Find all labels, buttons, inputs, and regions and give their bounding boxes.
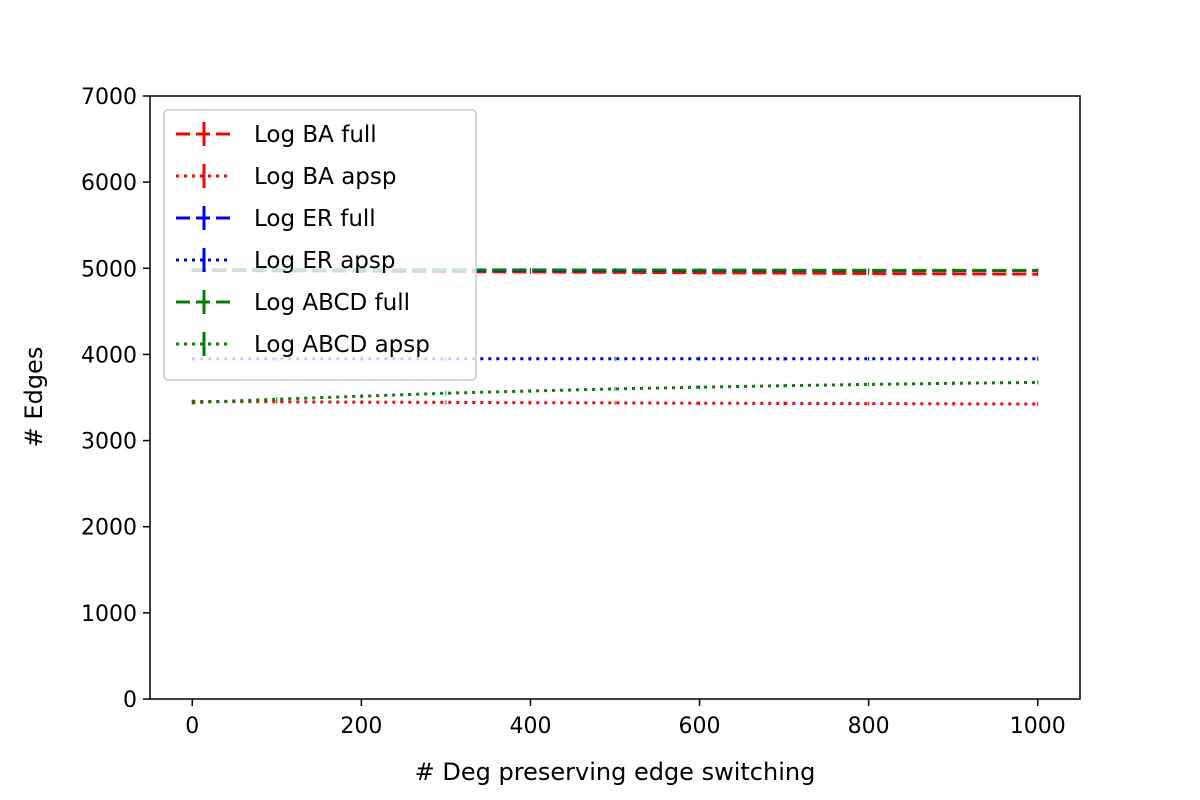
legend-item: Log ABCD apsp xyxy=(176,332,430,358)
y-axis-label: # Edges xyxy=(20,347,48,448)
legend-item: Log BA full xyxy=(176,122,377,148)
legend-label: Log ABCD full xyxy=(254,290,410,316)
legend-label: Log BA full xyxy=(254,122,377,148)
legend-item: Log ER full xyxy=(176,206,376,232)
legend-box xyxy=(163,109,477,381)
legend-item: Log ER apsp xyxy=(176,248,396,274)
legend-label: Log ER apsp xyxy=(254,248,396,274)
x-tick-label: 800 xyxy=(848,714,890,739)
plot-frame xyxy=(149,95,1081,700)
legend-item: Log ABCD full xyxy=(176,290,410,316)
y-tick-label: 3000 xyxy=(81,430,137,455)
legend: Log BA full Log BA apsp Log ER full Log ER … xyxy=(163,109,477,381)
series-log-abcd-apsp xyxy=(191,380,1039,405)
x-tick-label: 200 xyxy=(340,714,382,739)
series-log-ba-apsp xyxy=(191,399,1039,406)
y-tick-label: 5000 xyxy=(81,257,137,282)
legend-label: Log ER full xyxy=(254,206,376,232)
y-tick-label: 4000 xyxy=(81,343,137,368)
series-line-log-ba-apsp xyxy=(192,399,1038,406)
x-tick-label: 600 xyxy=(679,714,721,739)
y-tick-label: 2000 xyxy=(81,516,137,541)
series-line-log-abcd-apsp xyxy=(192,380,1038,405)
y-axis: 0 1000 2000 3000 4000 5000 6000 7000 xyxy=(81,85,150,713)
y-tick-label: 1000 xyxy=(81,602,137,627)
x-axis-label: # Deg preserving edge switching xyxy=(415,758,816,786)
x-tick-label: 0 xyxy=(185,714,199,739)
legend-label: Log ABCD apsp xyxy=(254,332,430,358)
x-tick-label: 400 xyxy=(509,714,551,739)
legend-item: Log BA apsp xyxy=(176,164,397,190)
y-tick-label: 6000 xyxy=(81,171,137,196)
y-tick-label: 0 xyxy=(123,688,137,713)
y-tick-label: 7000 xyxy=(81,85,137,110)
legend-label: Log BA apsp xyxy=(254,164,397,190)
x-axis: 0 200 400 600 800 1000 xyxy=(185,699,1066,739)
x-tick-label: 1000 xyxy=(1010,714,1066,739)
